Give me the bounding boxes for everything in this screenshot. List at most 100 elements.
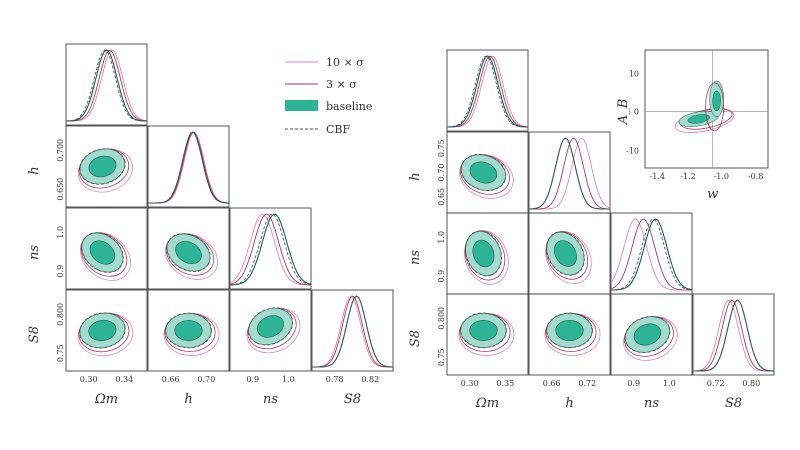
y-tick-label: 1.0	[56, 226, 65, 239]
posterior-line-cbf	[148, 131, 229, 204]
y-tick-label: 0.800	[56, 303, 65, 326]
x-axis-label: Ωm	[475, 396, 499, 411]
inset-x-tick-label: -1.2	[680, 172, 695, 181]
y-tick-label: 1.0	[437, 231, 446, 244]
legend-label-sigma10: 10 × σ	[326, 56, 364, 69]
posterior-line-cbf	[229, 213, 312, 286]
panel-frame	[229, 207, 312, 290]
y-axis-label: ns	[408, 250, 423, 265]
y-tick-label: 0.70	[437, 164, 446, 182]
contour-1sigma-baseline	[174, 320, 203, 341]
contour-cbf	[79, 148, 126, 185]
contour-cbf	[247, 307, 294, 346]
posterior-line-baseline	[312, 295, 393, 368]
contour-1sigma-baseline	[469, 161, 498, 184]
inset-x-tick-label: -1.0	[714, 172, 729, 181]
posterior-line-sigma10	[311, 295, 393, 368]
posterior-line-cbf	[312, 295, 393, 368]
panel-frame	[65, 125, 148, 208]
inset-contour-1sigma-upper	[712, 90, 721, 112]
y-axis-label: h	[408, 172, 423, 180]
contour-cbf	[546, 312, 593, 349]
posterior-line-sigma3	[312, 295, 393, 368]
posterior-line-baseline	[65, 49, 148, 122]
contour-cbf	[624, 315, 671, 354]
x-axis-label: h	[184, 392, 192, 407]
panel-frame	[610, 293, 693, 376]
contour-cbf	[166, 233, 211, 272]
posterior-line-sigma3	[66, 49, 148, 122]
x-tick-label: 0.66	[543, 379, 561, 388]
x-tick-label: 0.34	[115, 375, 133, 384]
y-tick-label: 0.9	[56, 265, 65, 278]
posterior-line-cbf	[611, 218, 693, 291]
x-axis-label: S8	[725, 396, 742, 411]
y-axis-label: ns	[27, 245, 42, 260]
x-tick-label: 1.0	[663, 379, 676, 388]
x-axis-label: ns	[644, 396, 659, 411]
contour-cbf	[81, 232, 124, 273]
y-axis-label: h	[27, 166, 42, 174]
contour-1sigma-baseline	[89, 240, 116, 265]
x-tick-label: 0.78	[326, 375, 344, 384]
legend-label-sigma3: 3 × σ	[326, 78, 357, 91]
contour-1sigma-baseline	[633, 323, 662, 346]
inset-y-axis-label: A_B	[616, 99, 631, 125]
posterior-line-sigma10	[692, 299, 774, 372]
x-tick-label: 0.9	[627, 379, 640, 388]
panel-frame	[147, 125, 230, 208]
posterior-line-baseline	[693, 299, 774, 372]
inset-y-tick-label: 10	[629, 70, 639, 79]
y-tick-label: 0.65	[437, 188, 446, 206]
contour-cbf	[464, 230, 502, 277]
x-tick-label: 0.80	[742, 379, 760, 388]
inset-y-tick-label: 0	[634, 107, 639, 116]
x-tick-label: 0.35	[496, 379, 514, 388]
panel-frame	[528, 293, 611, 376]
posterior-line-sigma3	[447, 55, 529, 128]
y-tick-label: 0.75	[437, 139, 446, 157]
inset-contour-1sigma-baseline	[687, 114, 710, 124]
contour-1sigma-baseline	[175, 241, 202, 264]
contour-1sigma-baseline	[554, 240, 577, 267]
y-tick-label: 0.75	[56, 344, 65, 362]
x-axis-label: ns	[263, 392, 278, 407]
panel-frame	[446, 293, 529, 376]
y-tick-label: 0.800	[437, 307, 446, 330]
posterior-line-cbf	[529, 137, 610, 210]
posterior-line-baseline	[529, 137, 610, 210]
y-tick-label: 0.9	[437, 270, 446, 283]
posterior-line-sigma10	[447, 55, 529, 128]
x-axis-label: S8	[344, 392, 361, 407]
posterior-line-baseline	[610, 218, 693, 291]
legend-label-baseline: baseline	[326, 100, 372, 113]
x-tick-label: 0.30	[461, 379, 479, 388]
legend-label-cbf: CBF	[326, 123, 351, 136]
y-axis-label: S8	[27, 326, 42, 343]
posterior-line-sigma3	[692, 299, 774, 372]
x-tick-label: 0.72	[578, 379, 596, 388]
panel-frame	[692, 293, 775, 376]
posterior-line-baseline	[229, 213, 312, 286]
posterior-line-baseline	[446, 55, 529, 128]
posterior-line-sigma10	[529, 137, 611, 210]
x-axis-label: h	[565, 396, 573, 411]
panel-frame	[147, 207, 230, 290]
x-tick-label: 0.66	[162, 375, 180, 384]
x-axis-label: Ωm	[94, 392, 118, 407]
inset-w-AB-plot: -1.4 -1.2 -1.0 -0.8 10 0 -10 w A_B	[616, 49, 769, 202]
contour-cbf	[79, 312, 126, 349]
inset-x-axis-label: w	[707, 187, 718, 202]
y-axis-label: S8	[408, 330, 423, 347]
x-tick-label: 0.30	[80, 375, 98, 384]
posterior-line-sigma3	[529, 137, 610, 210]
x-tick-label: 0.72	[707, 379, 725, 388]
contour-1sigma-baseline	[555, 320, 584, 341]
x-tick-label: 0.9	[246, 375, 259, 384]
contour-cbf	[546, 231, 585, 276]
y-tick-label: 0.75	[437, 348, 446, 366]
posterior-line-sigma10	[66, 49, 148, 122]
